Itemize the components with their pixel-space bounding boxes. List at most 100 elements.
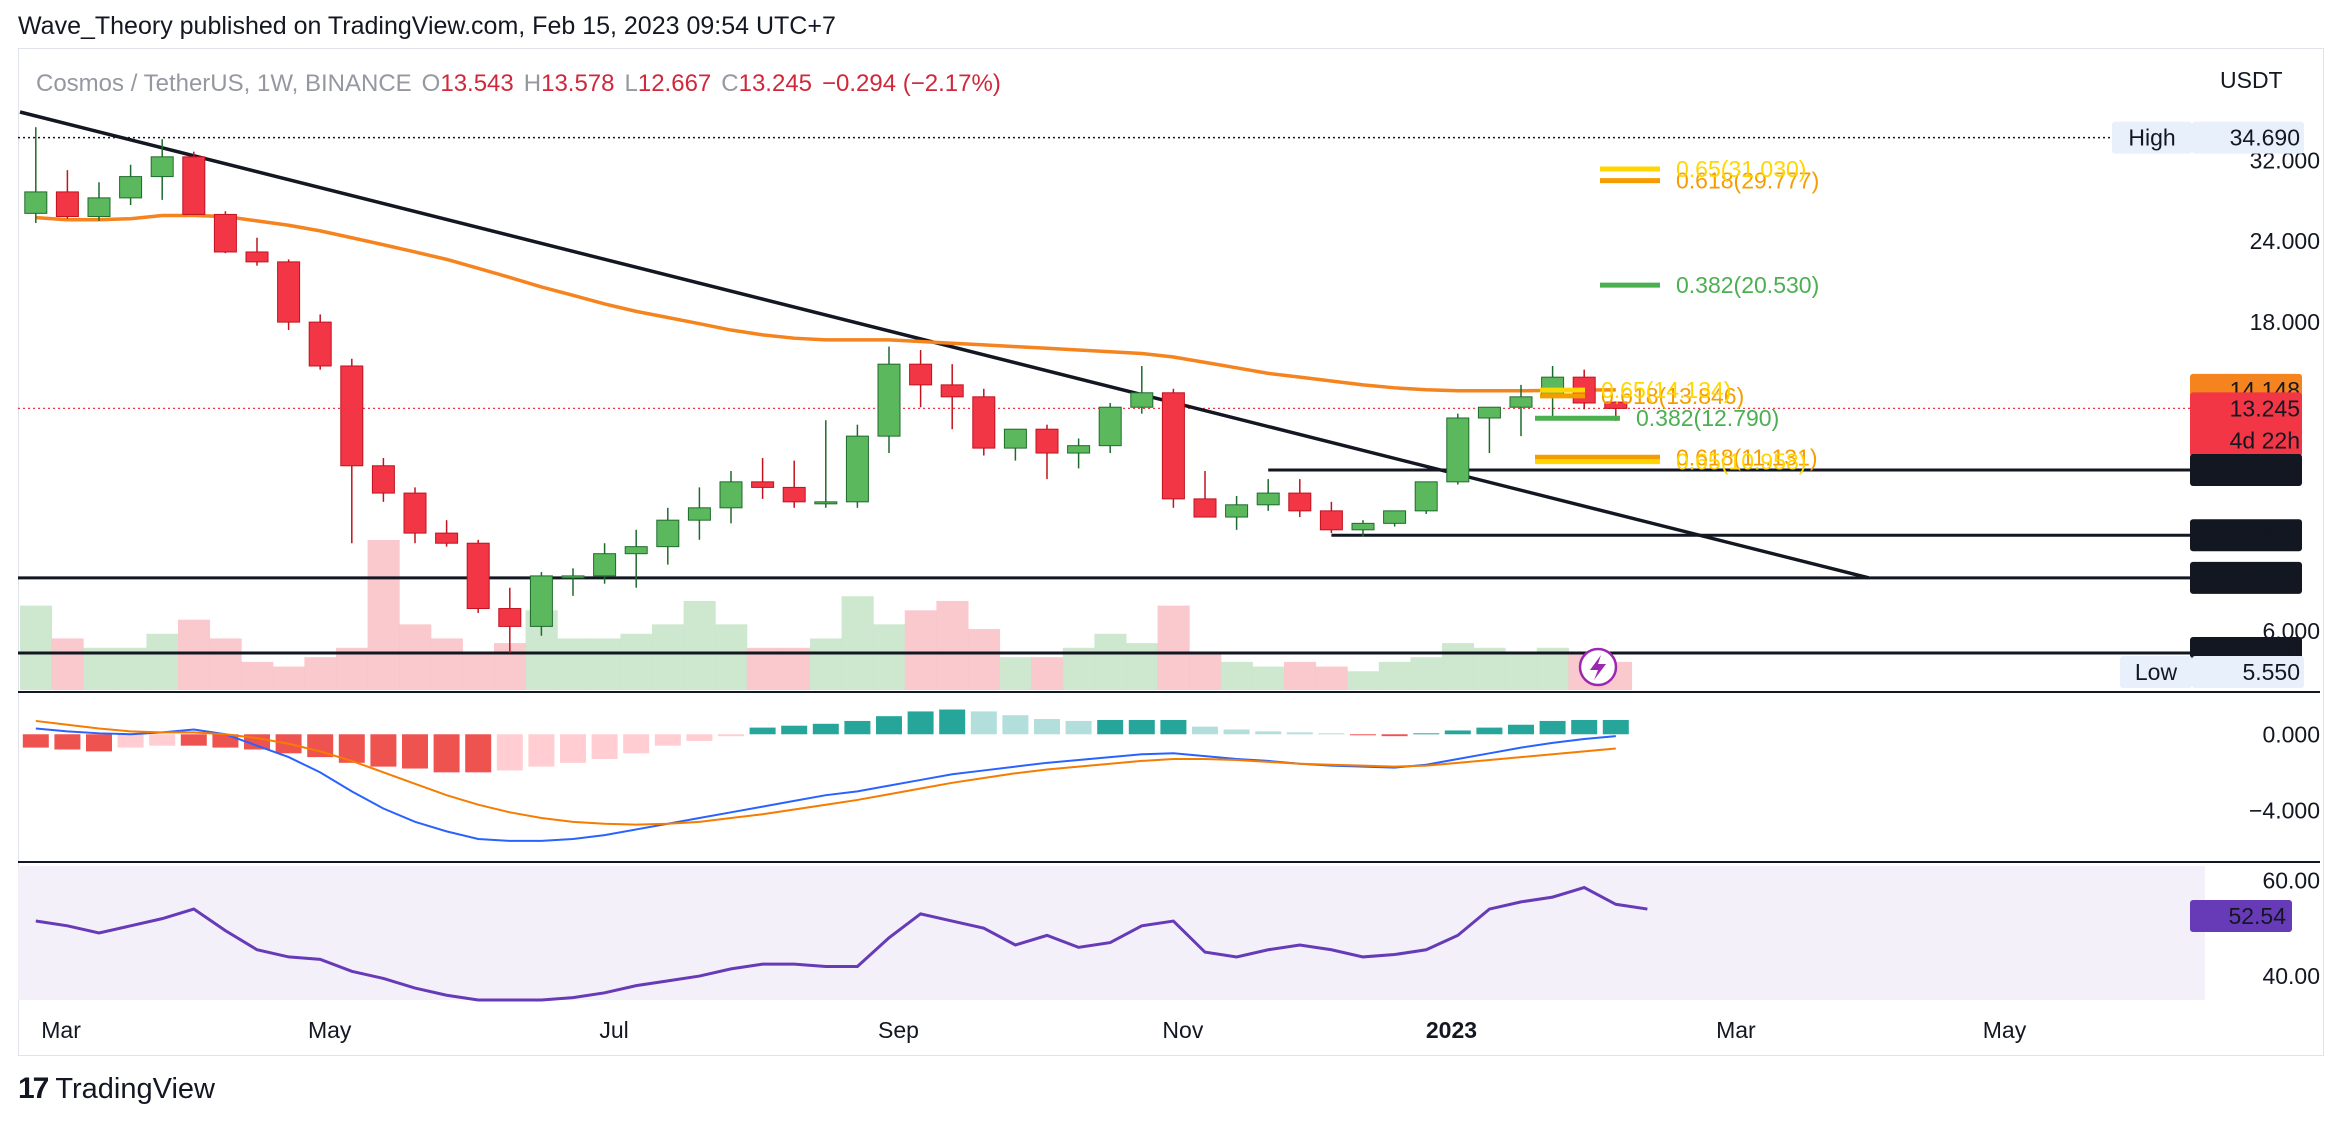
candle-body [1225, 504, 1249, 518]
candle-body [909, 363, 933, 386]
fib-level-label: 0.382(12.790) [1636, 405, 1779, 431]
candle-body [751, 481, 775, 488]
candle-body [719, 481, 743, 509]
volume-bar [1157, 605, 1190, 690]
volume-bar [1505, 652, 1538, 690]
volume-bar [430, 638, 463, 690]
macd-histogram-bar [528, 734, 555, 767]
candle-body [1383, 510, 1407, 524]
macd-line [35, 727, 1616, 842]
last-price-tag [2190, 392, 2302, 457]
price-axis-tick: 18.000 [2250, 309, 2320, 335]
macd-histogram-bar [1602, 719, 1629, 735]
macd-axis-tick: −4.000 [2249, 797, 2320, 823]
volume-bar [873, 624, 906, 690]
ohlc-legend: Cosmos / TetherUS, 1W, BINANCE O13.543 H… [36, 70, 1001, 98]
macd-histogram-bar [970, 711, 997, 735]
macd-histogram-bar [54, 734, 81, 750]
tradingview-footer[interactable]: 17 TradingView [18, 1072, 215, 1106]
volume-bar [146, 633, 179, 690]
candle-body [435, 532, 459, 544]
macd-histogram-bar [718, 734, 744, 737]
last-price-tag-text: 4d 22h [2230, 427, 2300, 453]
rsi-value-tag [2190, 900, 2292, 933]
macd-histogram-bar [1444, 730, 1471, 735]
candle-body [371, 465, 395, 494]
candle-body [940, 384, 964, 398]
candle-body [55, 191, 79, 218]
volume-bar [336, 647, 369, 690]
volume-bar [1062, 647, 1095, 690]
candle-body [24, 191, 48, 214]
macd-histogram-bar [402, 734, 428, 769]
candle-body [1193, 498, 1217, 518]
candle-body [466, 542, 490, 610]
support-price-tag-text: 7.249 [2242, 565, 2300, 591]
macd-histogram-bar [1318, 733, 1345, 735]
macd-histogram-bar [370, 734, 397, 767]
candle-body [1351, 522, 1375, 531]
macd-histogram-bar [1097, 719, 1124, 735]
fib-level-label: 0.618(29.777) [1676, 168, 1819, 194]
lightning-icon-bolt [1590, 655, 1606, 680]
time-axis-label: 2023 [1426, 1017, 1477, 1043]
time-axis-label: Sep [878, 1017, 919, 1043]
macd-histogram-bar [1286, 732, 1313, 735]
volume-bar [1220, 661, 1253, 690]
candle-body [687, 507, 711, 521]
volume-bar [1347, 671, 1380, 690]
low-label: Low [2135, 659, 2178, 685]
candle-body [119, 176, 143, 199]
candle-body [182, 156, 206, 215]
macd-histogram-bar [433, 734, 460, 773]
time-axis-label: May [1983, 1017, 2027, 1043]
volume-bar [1315, 666, 1348, 690]
macd-histogram-bar [1350, 734, 1376, 736]
volume-bar [683, 600, 716, 690]
symbol-label[interactable]: Cosmos / TetherUS, 1W, BINANCE [36, 70, 412, 97]
candle-body [1256, 492, 1280, 506]
support-price-tag [2190, 453, 2302, 486]
macd-histogram-bar [1192, 726, 1218, 735]
rsi-axis-tick: 60.00 [2262, 867, 2320, 893]
macd-histogram-bar [686, 734, 713, 741]
volume-bar [746, 647, 779, 690]
volume-bar [1536, 647, 1569, 690]
high-label: High [2128, 125, 2175, 151]
low-value: L12.667 [624, 70, 712, 97]
volume-bar [999, 657, 1032, 690]
macd-histogram-bar [117, 734, 144, 748]
candle-body [498, 608, 522, 627]
fib-level-label: 0.618(13.846) [1601, 383, 1744, 409]
macd-histogram-bar [781, 725, 808, 735]
candle-body [624, 546, 648, 555]
fib-level-label: 0.65(31.030) [1676, 156, 1806, 182]
fib-level-label: 0.65(14.134) [1601, 377, 1731, 403]
candle-body [1477, 406, 1501, 419]
macd-histogram-bar [844, 720, 871, 735]
low-label-bg [2120, 656, 2192, 688]
candle-body [1067, 445, 1091, 454]
macd-histogram-bar [749, 727, 776, 735]
macd-histogram-bar [939, 709, 966, 735]
volume-bar [114, 647, 147, 690]
candle-body [877, 363, 901, 437]
candle-body [340, 365, 364, 467]
volume-bar [620, 633, 653, 690]
volume-bar [1126, 643, 1159, 690]
candle-body [1446, 417, 1470, 483]
macd-histogram-bar [180, 734, 207, 746]
volume-bar [588, 638, 621, 690]
currency-label: USDT [2220, 67, 2283, 93]
candle-body [529, 575, 553, 627]
macd-histogram-bar [465, 734, 492, 773]
fib-level-label: 0.618(11.131) [1676, 444, 1818, 470]
macd-histogram-bar [1255, 731, 1282, 735]
macd-histogram-bar [1539, 720, 1566, 735]
macd-histogram-bar [1571, 719, 1598, 735]
macd-histogram-bar [654, 734, 681, 746]
support-price-tag-text: 10.640 [2230, 457, 2300, 483]
volume-bar [904, 610, 937, 690]
time-axis-label: Jul [599, 1017, 628, 1043]
